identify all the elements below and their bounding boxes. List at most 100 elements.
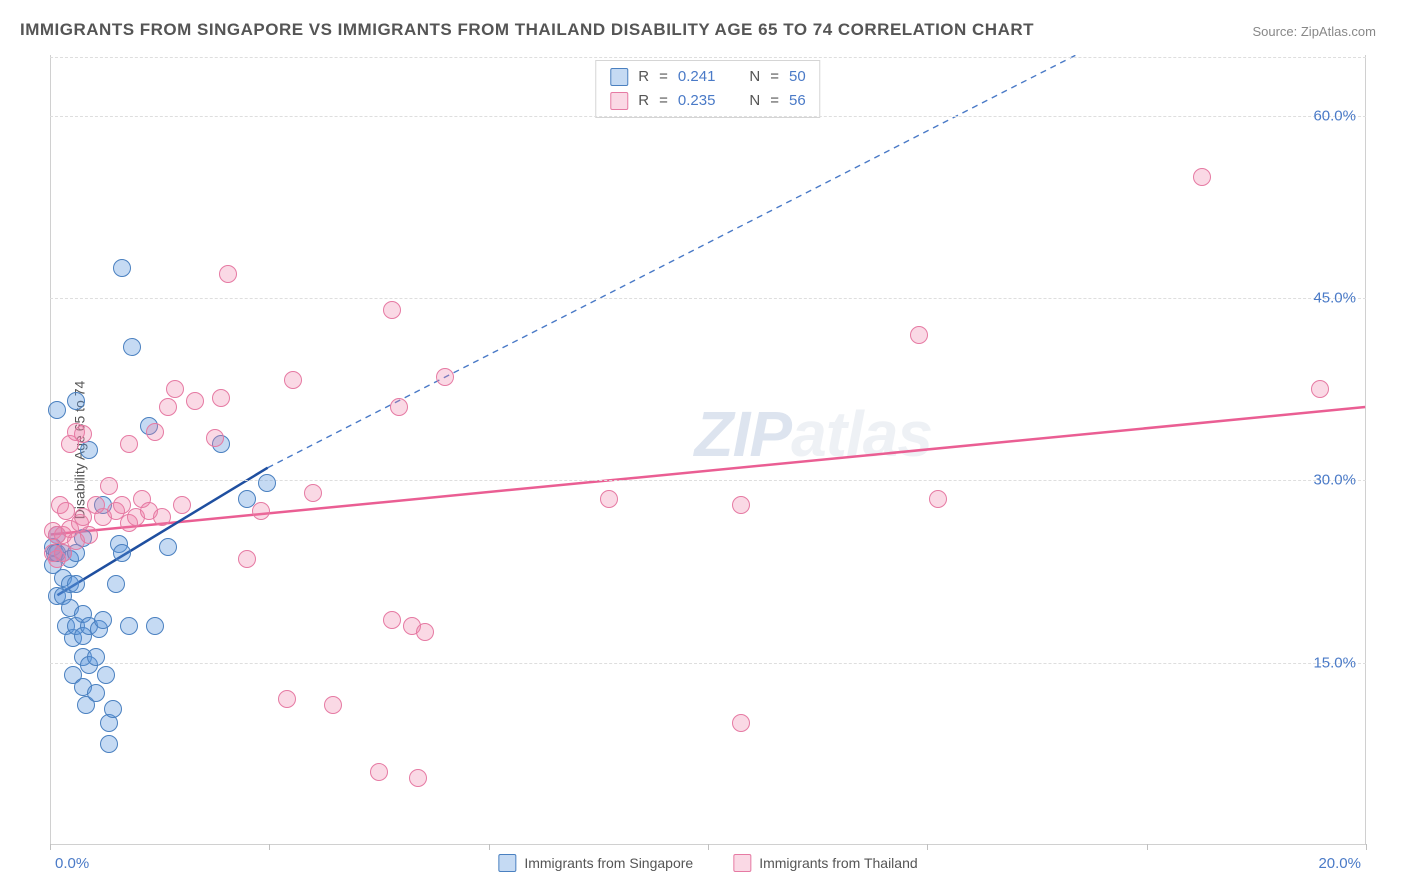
- legend-label: Immigrants from Thailand: [759, 855, 917, 871]
- data-point: [146, 617, 164, 635]
- legend-swatch: [733, 854, 751, 872]
- source-attribution: Source: ZipAtlas.com: [1252, 24, 1376, 39]
- n-value: 56: [789, 89, 806, 113]
- data-point: [166, 380, 184, 398]
- data-point: [383, 301, 401, 319]
- legend: Immigrants from Singapore Immigrants from…: [498, 854, 917, 872]
- data-point: [100, 735, 118, 753]
- data-point: [87, 648, 105, 666]
- gridline: [50, 663, 1366, 664]
- x-tick: [708, 844, 709, 850]
- data-point: [123, 338, 141, 356]
- data-point: [104, 700, 122, 718]
- source-link[interactable]: ZipAtlas.com: [1301, 24, 1376, 39]
- y-tick-label: 30.0%: [1313, 472, 1356, 489]
- data-point: [159, 538, 177, 556]
- data-point: [120, 435, 138, 453]
- data-point: [219, 265, 237, 283]
- gridline: [50, 298, 1366, 299]
- data-point: [436, 368, 454, 386]
- eq: =: [659, 65, 668, 89]
- data-point: [212, 389, 230, 407]
- x-tick: [1147, 844, 1148, 850]
- data-point: [1193, 168, 1211, 186]
- gridline: [50, 116, 1366, 117]
- data-point: [258, 474, 276, 492]
- data-point: [238, 550, 256, 568]
- data-point: [107, 575, 125, 593]
- r-value: 0.235: [678, 89, 716, 113]
- data-point: [153, 508, 171, 526]
- data-point: [252, 502, 270, 520]
- data-point: [600, 490, 618, 508]
- data-point: [120, 617, 138, 635]
- stats-row: R = 0.241 N = 50: [610, 65, 805, 89]
- data-point: [732, 496, 750, 514]
- chart-title: IMMIGRANTS FROM SINGAPORE VS IMMIGRANTS …: [20, 20, 1034, 40]
- y-tick-label: 15.0%: [1313, 654, 1356, 671]
- n-value: 50: [789, 65, 806, 89]
- eq: =: [659, 89, 668, 113]
- data-point: [383, 611, 401, 629]
- data-point: [409, 769, 427, 787]
- data-point: [80, 526, 98, 544]
- watermark: ZIPatlas: [695, 397, 932, 471]
- gridline: [50, 480, 1366, 481]
- trend-line: [51, 407, 1365, 534]
- data-point: [910, 326, 928, 344]
- data-point: [390, 398, 408, 416]
- data-point: [94, 611, 112, 629]
- x-tick: [927, 844, 928, 850]
- data-point: [113, 259, 131, 277]
- data-point: [278, 690, 296, 708]
- x-tick: [269, 844, 270, 850]
- data-point: [67, 392, 85, 410]
- data-point: [324, 696, 342, 714]
- data-point: [159, 398, 177, 416]
- right-frame: [1365, 55, 1366, 844]
- trend-lines-layer: [50, 55, 1366, 844]
- x-axis-min-label: 0.0%: [55, 855, 89, 872]
- x-tick: [50, 844, 51, 850]
- x-tick: [489, 844, 490, 850]
- n-label: N: [749, 65, 760, 89]
- legend-item: Immigrants from Thailand: [733, 854, 917, 872]
- data-point: [146, 423, 164, 441]
- data-point: [370, 763, 388, 781]
- data-point: [173, 496, 191, 514]
- data-point: [206, 429, 224, 447]
- n-label: N: [749, 89, 760, 113]
- legend-swatch: [498, 854, 516, 872]
- legend-swatch: [610, 92, 628, 110]
- scatter-chart: Disability Age 65 to 74 ZIPatlas R=0.241…: [50, 55, 1366, 845]
- data-point: [100, 477, 118, 495]
- r-label: R: [638, 65, 649, 89]
- data-point: [48, 401, 66, 419]
- gridline: [50, 57, 1366, 58]
- data-point: [732, 714, 750, 732]
- data-point: [1311, 380, 1329, 398]
- data-point: [87, 684, 105, 702]
- legend-label: Immigrants from Singapore: [524, 855, 693, 871]
- data-point: [97, 666, 115, 684]
- data-point: [74, 425, 92, 443]
- data-point: [67, 575, 85, 593]
- data-point: [416, 623, 434, 641]
- legend-item: Immigrants from Singapore: [498, 854, 693, 872]
- x-axis-max-label: 20.0%: [1318, 855, 1361, 872]
- legend-swatch: [610, 68, 628, 86]
- source-prefix: Source:: [1252, 24, 1300, 39]
- data-point: [304, 484, 322, 502]
- data-point: [929, 490, 947, 508]
- r-label: R: [638, 89, 649, 113]
- eq: =: [770, 65, 779, 89]
- data-point: [284, 371, 302, 389]
- y-tick-label: 60.0%: [1313, 107, 1356, 124]
- x-tick: [1366, 844, 1367, 850]
- r-value: 0.241: [678, 65, 716, 89]
- stats-row: R = 0.235 N = 56: [610, 89, 805, 113]
- data-point: [80, 441, 98, 459]
- eq: =: [770, 89, 779, 113]
- correlation-stats-box: R = 0.241 N = 50 R = 0.235 N = 56: [595, 60, 820, 118]
- data-point: [113, 544, 131, 562]
